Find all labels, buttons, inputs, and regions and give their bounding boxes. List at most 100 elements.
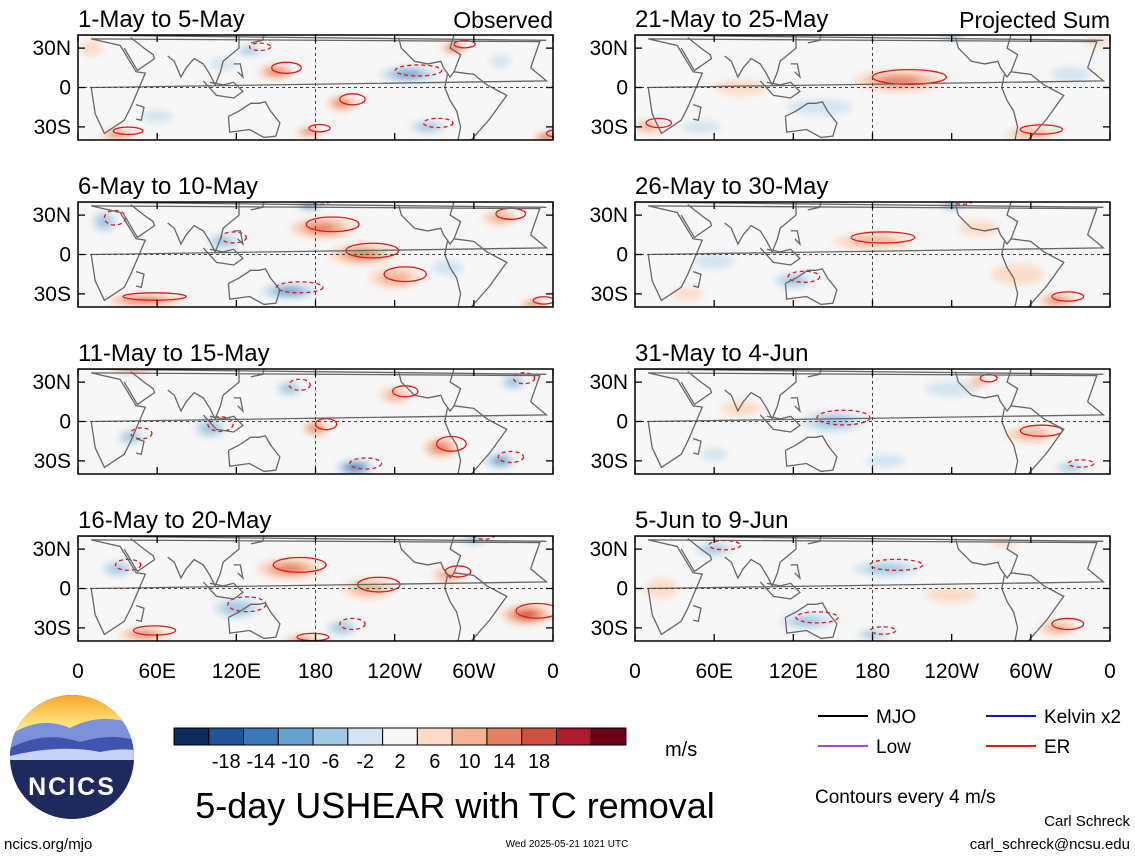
coastline — [233, 564, 244, 580]
shear-anomaly-cell — [720, 400, 761, 417]
ytick-label: 0 — [59, 77, 71, 100]
shear-anomaly-cell — [209, 57, 237, 71]
xtick-label: 60W — [452, 660, 495, 683]
colorbar-swatch — [312, 727, 349, 746]
coastline — [397, 35, 462, 79]
coastline — [635, 35, 1104, 41]
shear-anomaly-cell — [1015, 429, 1047, 440]
coastline — [1001, 405, 1065, 474]
ytick-label: 30N — [32, 371, 71, 394]
er-contour — [288, 378, 311, 391]
colorbar-tick-label: 10 — [458, 751, 480, 773]
shear-anomaly-cell — [276, 287, 302, 295]
colorbar-swatch — [521, 727, 557, 746]
colorbar-swatch — [451, 727, 488, 746]
er-contour — [207, 416, 234, 433]
author-email[interactable]: carl_schreck@ncsu.edu — [970, 836, 1130, 853]
coastline — [784, 602, 838, 640]
xtick-label: 0 — [1104, 660, 1116, 683]
er-contour — [132, 625, 177, 636]
coastline — [790, 564, 801, 580]
xtick-label: 60W — [1009, 660, 1052, 683]
shear-anomaly-cell — [865, 454, 906, 468]
colorbar-tick-label: -6 — [322, 751, 340, 773]
er-contour — [130, 427, 153, 440]
ytick-label: 30N — [589, 204, 628, 227]
coastline — [692, 103, 702, 122]
shear-anomaly-cell — [395, 71, 421, 78]
coastline — [680, 37, 713, 72]
contour-note: Contours every 4 m/s — [815, 787, 996, 808]
ytick-label: 0 — [616, 411, 628, 434]
coastline — [167, 202, 240, 254]
ytick-label: 30N — [589, 37, 628, 60]
coastline — [784, 268, 838, 306]
coastline — [724, 202, 797, 254]
coastline — [78, 369, 547, 375]
coastline — [1001, 238, 1065, 307]
coastline — [635, 369, 1104, 375]
coastline — [790, 63, 801, 79]
xtick-label: 0 — [547, 660, 559, 683]
shear-anomaly-cell — [80, 40, 102, 56]
shear-anomaly-cell — [714, 79, 767, 96]
colorbar-swatch — [590, 727, 627, 746]
shear-field — [104, 369, 527, 474]
panel-7 — [634, 535, 1111, 642]
coastline — [724, 536, 797, 588]
colorbar-unit: m/s — [665, 739, 697, 761]
shear-anomaly-cell — [925, 380, 979, 397]
coastline — [692, 604, 702, 623]
coastline — [635, 202, 1104, 208]
er-contour — [339, 93, 366, 106]
colorbar-tick-label: 14 — [493, 751, 515, 773]
ytick-label: 30N — [589, 371, 628, 394]
shear-anomaly-cell — [925, 587, 979, 603]
er-contour — [515, 602, 553, 619]
coastline — [123, 37, 156, 72]
shear-anomaly-cell — [96, 215, 113, 228]
ytick-label: 0 — [59, 244, 71, 267]
panel-title: 26-May to 30-May — [635, 173, 828, 200]
shear-anomaly-cell — [1060, 464, 1080, 471]
er-contour — [305, 216, 360, 233]
panel-6 — [634, 368, 1111, 475]
colorbar-tick-label: -18 — [212, 751, 241, 773]
panel-title: 31-May to 4-Jun — [635, 340, 808, 367]
shear-field — [101, 536, 553, 641]
legend-label: ER — [1044, 737, 1070, 758]
ytick-label: 30S — [34, 283, 71, 306]
colorbar-tick-label: 18 — [528, 751, 550, 773]
shear-anomaly-cell — [681, 120, 721, 134]
coastline — [123, 538, 156, 573]
er-contour — [869, 626, 897, 635]
shear-anomaly-cell — [416, 122, 439, 131]
panel-title: 1-May to 5-May — [78, 6, 245, 33]
colorbar-tick-label: 6 — [429, 751, 440, 773]
colorbar-swatch — [173, 727, 210, 746]
coastline — [759, 80, 801, 99]
ytick-label: 30N — [32, 37, 71, 60]
xtick-label: 0 — [629, 660, 641, 683]
colorbar-swatch — [486, 727, 523, 746]
shear-anomaly-cell — [431, 259, 464, 276]
coastline — [135, 103, 145, 122]
source-link[interactable]: ncics.org/mjo — [4, 836, 92, 853]
logo-text: NCICS — [28, 773, 116, 801]
panel-4 — [634, 34, 1111, 141]
legend-label: Low — [876, 737, 911, 758]
er-contour — [122, 292, 187, 301]
coastline — [954, 536, 1019, 580]
er-contour — [349, 457, 383, 470]
coastline — [202, 80, 244, 99]
coastline — [227, 268, 281, 306]
xtick-label: 120W — [367, 660, 422, 683]
ytick-label: 30S — [34, 116, 71, 139]
shear-anomaly-cell — [309, 424, 322, 432]
coastline — [680, 538, 713, 573]
coastline — [202, 247, 244, 266]
coastline — [680, 371, 713, 406]
shear-anomaly-cell — [702, 545, 727, 554]
coastline — [1001, 572, 1065, 641]
